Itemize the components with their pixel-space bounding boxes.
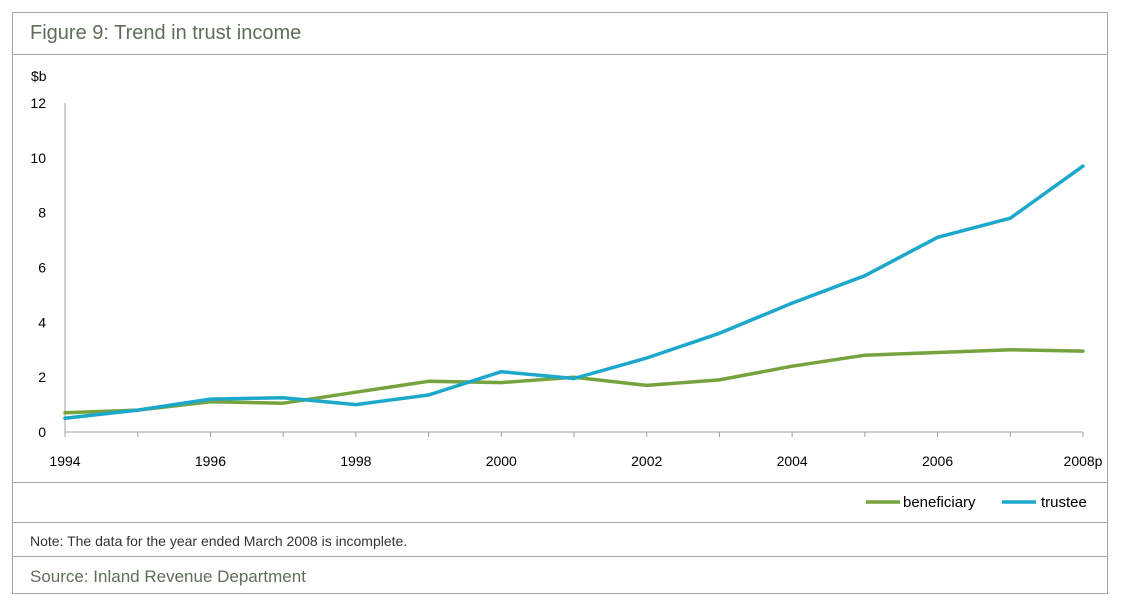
title-band: Figure 9: Trend in trust income <box>12 12 1108 55</box>
series-line-beneficiary <box>63 348 1085 415</box>
x-tick-label: 1998 <box>340 453 371 469</box>
x-tick-label: 2004 <box>777 453 808 469</box>
legend-label-trustee: trustee <box>1041 494 1087 511</box>
chart-series <box>63 164 1085 421</box>
x-tick-label: 1996 <box>195 453 226 469</box>
y-tick-label: 0 <box>38 424 46 440</box>
x-tick-label: 1994 <box>49 453 80 469</box>
legend-label-beneficiary: beneficiary <box>903 494 976 511</box>
y-tick-label: 6 <box>38 260 46 276</box>
source-text: Source: Inland Revenue Department <box>30 567 306 586</box>
y-tick-label: 2 <box>38 369 46 385</box>
x-tick-label: 2002 <box>631 453 662 469</box>
series-line-trustee <box>63 164 1085 421</box>
y-tick-label: 8 <box>38 205 46 221</box>
chart-legend: beneficiary trustee <box>866 494 1087 511</box>
footnote: Note: The data for the year ended March … <box>30 533 408 549</box>
x-tick-label: 2008p <box>1064 453 1103 469</box>
y-tick-label: 10 <box>30 150 46 166</box>
chart-axes: $b 0 2 4 6 8 10 12 1994 1996 1998 2000 2002 2004 2006 2… <box>30 68 1102 469</box>
note-divider <box>12 522 1108 523</box>
y-tick-label: 4 <box>38 314 46 330</box>
y-axis-unit-label: $b <box>31 68 47 84</box>
x-tick-label: 2006 <box>922 453 953 469</box>
source-divider <box>12 556 1108 557</box>
figure-title: Figure 9: Trend in trust income <box>30 22 302 44</box>
legend-divider <box>12 482 1108 483</box>
x-tick-label: 2000 <box>486 453 517 469</box>
y-tick-label: 12 <box>30 95 46 111</box>
